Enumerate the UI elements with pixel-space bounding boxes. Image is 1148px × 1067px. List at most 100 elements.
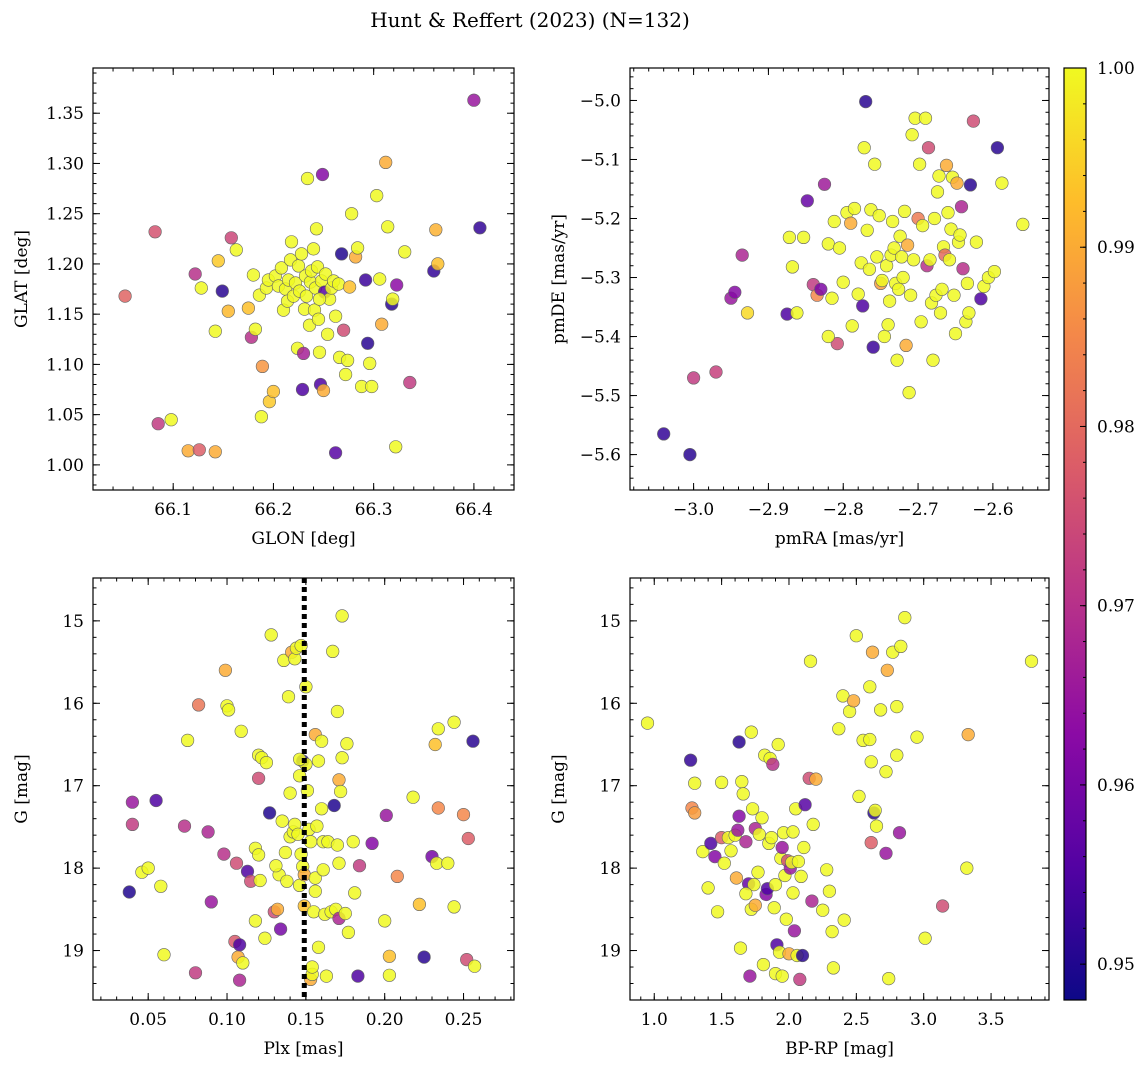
scatter-point [329, 309, 343, 323]
y-tick-label: 1.20 [46, 255, 84, 275]
scatter-point [149, 793, 163, 808]
scatter-point [744, 725, 758, 739]
x-tick-label: 2.5 [843, 1010, 870, 1030]
y-tick-label: 1.05 [46, 406, 84, 426]
scatter-point [236, 956, 250, 970]
scatter-point [224, 231, 238, 245]
scatter-point [192, 698, 206, 712]
scatter-point [211, 254, 225, 268]
colorbar-tick-label: 0.95 [1097, 955, 1135, 975]
scatter-point [194, 281, 208, 295]
scatter-point [710, 905, 725, 919]
scatter-point [764, 830, 779, 845]
scatter-point [330, 704, 345, 719]
y-axis-label: pmDE [mas/yr] [549, 214, 569, 344]
scatter-point [797, 840, 811, 855]
scatter-point [821, 329, 835, 344]
y-tick-label: 19 [599, 942, 621, 962]
figure-title: Hunt & Reffert (2023) (N=132) [370, 8, 690, 32]
x-axis-label: GLON [deg] [251, 529, 355, 549]
scatter-point [756, 957, 771, 972]
scatter-point [696, 844, 710, 859]
scatter-point [332, 277, 346, 291]
scatter-point [768, 877, 783, 892]
scatter-point [930, 185, 945, 199]
scatter-point [732, 809, 746, 823]
scatter-point [248, 914, 262, 928]
scatter-point [918, 931, 932, 945]
scatter-point [887, 241, 901, 255]
scatter-point [316, 863, 330, 877]
scatter-point [897, 204, 912, 218]
scatter-point [188, 267, 202, 281]
scatter-point [296, 346, 311, 361]
colorbar-gradient [1064, 68, 1086, 1000]
scatter-point [352, 859, 367, 873]
scatter-point [683, 448, 697, 462]
scatter-point [252, 848, 266, 862]
scatter-point [786, 886, 800, 900]
scatter-point [370, 189, 384, 203]
scatter-point [902, 386, 916, 400]
scatter-point [960, 276, 975, 291]
scatter-point [688, 776, 702, 790]
scatter-point [254, 410, 268, 424]
scatter-point [995, 176, 1009, 190]
scatter-point [860, 223, 874, 237]
scatter-point [468, 959, 482, 973]
scatter-point [309, 222, 324, 236]
scatter-point [903, 288, 918, 302]
scatter-point [378, 914, 392, 928]
y-tick-label: −5.2 [580, 210, 621, 230]
scatter-point [739, 835, 753, 849]
scatter-point [918, 111, 933, 125]
scatter-point [821, 237, 835, 251]
scatter-point [832, 241, 847, 255]
scatter-point [208, 324, 222, 338]
y-tick-label: 16 [62, 694, 84, 714]
scatter-point [447, 715, 461, 729]
scatter-point [406, 790, 420, 804]
scatter-point [447, 900, 461, 914]
scatter-point [910, 730, 924, 744]
scatter-point [181, 444, 195, 458]
scatter-point [890, 353, 904, 367]
scatter-point [932, 169, 946, 183]
scatter-point [417, 950, 431, 964]
scatter-point [775, 969, 789, 983]
scatter-point [892, 826, 907, 840]
scatter-point [864, 755, 878, 769]
scatter-point [351, 241, 365, 255]
x-axis-label: BP-RP [mag] [785, 1039, 894, 1059]
scatter-point [461, 831, 475, 846]
x-tick-label: −2.6 [972, 500, 1013, 520]
scatter-point [204, 895, 218, 909]
y-tick-label: 1.25 [46, 205, 84, 225]
points-pmra-pmde [657, 94, 1030, 462]
scatter-point [779, 912, 793, 926]
scatter-point [879, 846, 893, 860]
scatter-point [960, 861, 974, 875]
scatter-point [1024, 654, 1039, 668]
x-tick-label: −2.8 [823, 500, 864, 520]
scatter-point [790, 306, 804, 320]
scatter-point [863, 680, 877, 694]
scatter-point [822, 884, 837, 898]
scatter-point [953, 228, 967, 242]
scatter-point [308, 871, 322, 885]
scatter-point [234, 724, 248, 738]
points-glon-glat [118, 93, 487, 460]
scatter-point [270, 902, 285, 916]
y-tick-label: 17 [62, 777, 84, 797]
x-tick-label: −3.0 [673, 500, 714, 520]
scatter-point [927, 211, 942, 226]
scatter-point [398, 245, 412, 259]
scatter-point [688, 806, 702, 820]
scatter-point [264, 628, 278, 642]
x-tick-label: −2.7 [897, 500, 938, 520]
scatter-point [837, 913, 851, 927]
scatter-point [229, 856, 244, 870]
scatter-point [683, 753, 698, 767]
scatter-point [274, 261, 289, 275]
scatter-point [956, 262, 970, 276]
